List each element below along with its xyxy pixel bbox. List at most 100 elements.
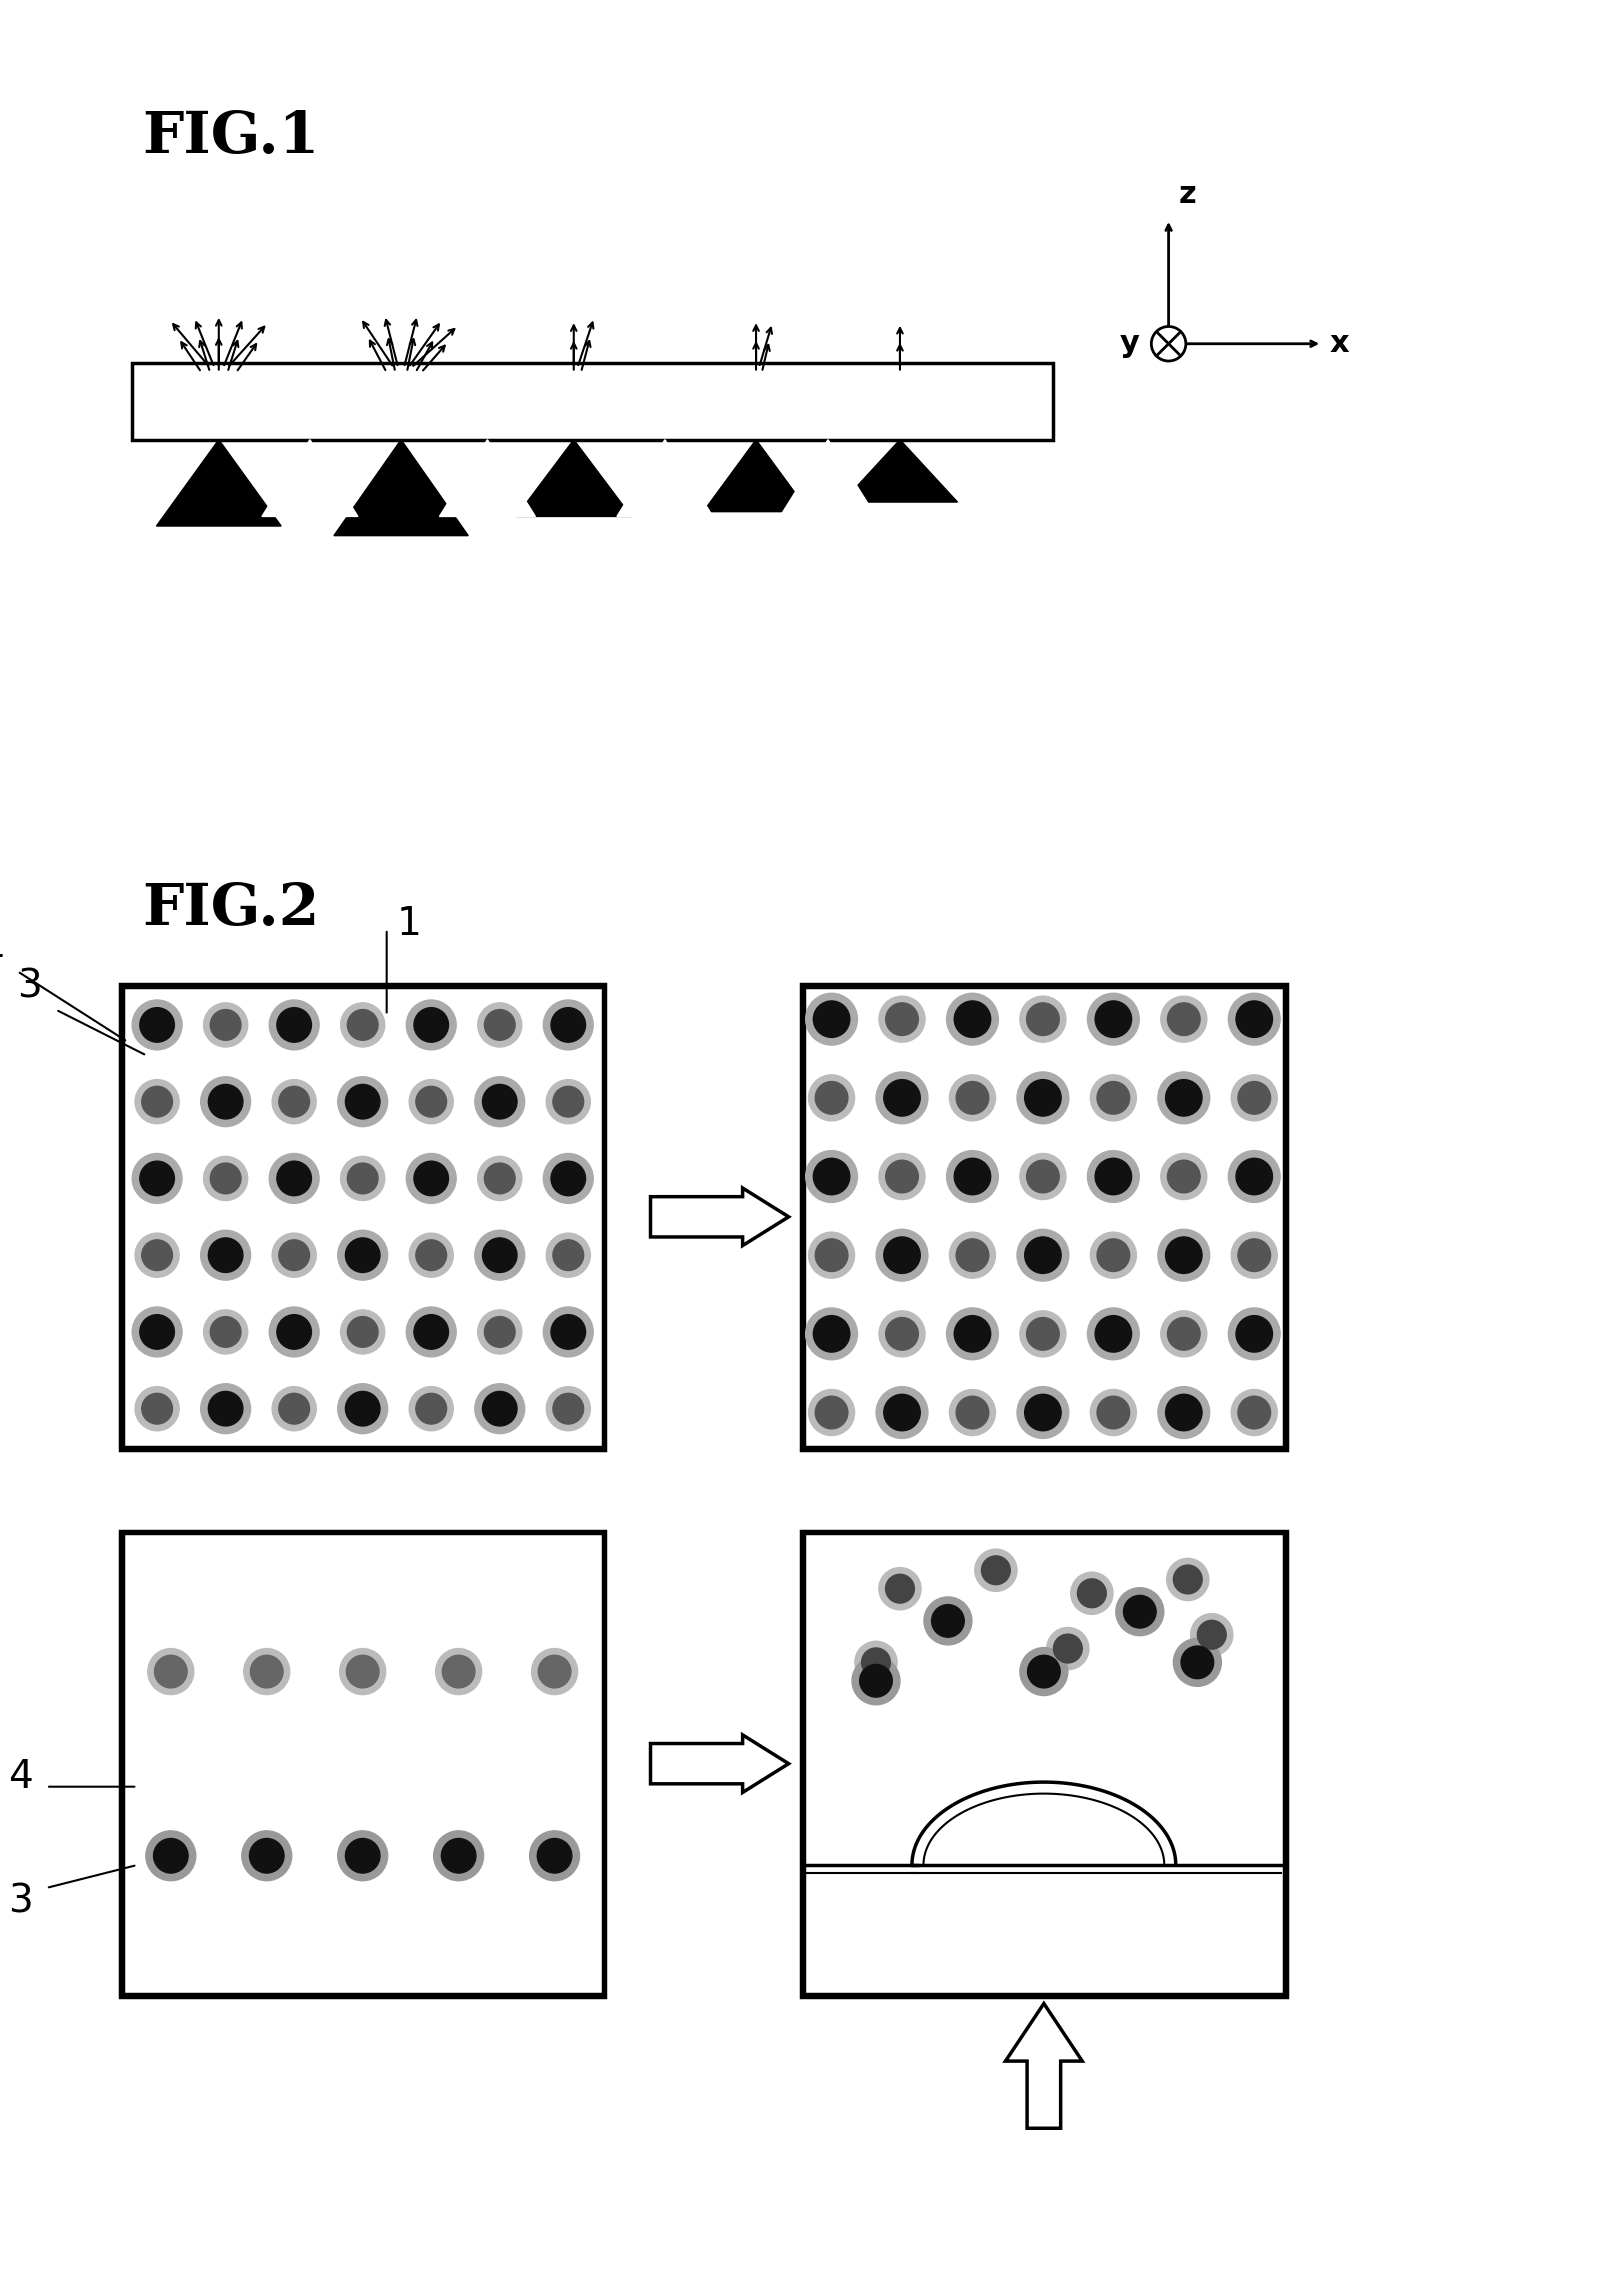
Circle shape: [346, 1084, 379, 1119]
Circle shape: [482, 1237, 517, 1272]
Circle shape: [1160, 995, 1207, 1043]
Circle shape: [537, 1838, 572, 1872]
Circle shape: [1231, 1390, 1276, 1436]
Circle shape: [1086, 1151, 1138, 1203]
Circle shape: [813, 1000, 848, 1036]
Circle shape: [1237, 1397, 1270, 1429]
Circle shape: [855, 1641, 897, 1683]
Circle shape: [135, 1386, 178, 1431]
Circle shape: [543, 1306, 593, 1356]
Circle shape: [204, 1310, 247, 1354]
Circle shape: [1096, 1082, 1130, 1114]
Circle shape: [1228, 993, 1279, 1046]
Circle shape: [204, 1157, 247, 1201]
Circle shape: [201, 1231, 251, 1281]
Circle shape: [860, 1664, 892, 1696]
Polygon shape: [702, 441, 808, 511]
Circle shape: [538, 1655, 570, 1687]
Circle shape: [132, 1306, 182, 1356]
Circle shape: [1096, 1397, 1130, 1429]
Circle shape: [813, 1315, 848, 1352]
Circle shape: [1228, 1151, 1279, 1203]
Circle shape: [956, 1240, 988, 1272]
Circle shape: [1231, 1075, 1276, 1121]
Circle shape: [140, 1315, 174, 1349]
Circle shape: [1173, 1566, 1202, 1594]
Polygon shape: [651, 1735, 787, 1792]
Circle shape: [948, 1075, 995, 1121]
Circle shape: [477, 1157, 522, 1201]
Circle shape: [141, 1087, 172, 1116]
Circle shape: [337, 1231, 387, 1281]
Circle shape: [884, 1237, 919, 1274]
Circle shape: [546, 1386, 590, 1431]
Circle shape: [442, 1655, 474, 1687]
Circle shape: [135, 1080, 178, 1123]
Circle shape: [204, 1002, 247, 1048]
Circle shape: [815, 1240, 847, 1272]
Circle shape: [408, 1080, 453, 1123]
Circle shape: [1237, 1240, 1270, 1272]
Circle shape: [347, 1009, 378, 1041]
Circle shape: [805, 993, 857, 1046]
Circle shape: [543, 1000, 593, 1050]
Circle shape: [947, 993, 998, 1046]
Circle shape: [209, 1237, 243, 1272]
Circle shape: [1086, 1308, 1138, 1361]
Circle shape: [1167, 1317, 1199, 1349]
Circle shape: [407, 1306, 456, 1356]
Circle shape: [484, 1009, 514, 1041]
Polygon shape: [779, 441, 876, 516]
Circle shape: [148, 1648, 194, 1694]
Circle shape: [551, 1162, 585, 1196]
Circle shape: [948, 1390, 995, 1436]
Circle shape: [953, 1315, 990, 1352]
Circle shape: [347, 1162, 378, 1194]
Circle shape: [808, 1233, 853, 1278]
Circle shape: [1090, 1075, 1136, 1121]
Circle shape: [879, 1153, 924, 1199]
Text: 4: 4: [0, 934, 3, 973]
Circle shape: [413, 1315, 448, 1349]
Circle shape: [815, 1397, 847, 1429]
Bar: [804, 986, 1282, 1447]
Bar: [804, 1534, 1282, 1993]
Circle shape: [553, 1393, 583, 1425]
Circle shape: [1094, 1315, 1131, 1352]
Text: z: z: [1178, 180, 1196, 210]
Circle shape: [209, 1390, 243, 1427]
Circle shape: [930, 1605, 964, 1637]
Circle shape: [337, 1831, 387, 1881]
Circle shape: [879, 1310, 924, 1356]
Polygon shape: [262, 441, 358, 516]
Circle shape: [1173, 1639, 1221, 1687]
Circle shape: [1024, 1395, 1061, 1431]
Circle shape: [278, 1087, 309, 1116]
Circle shape: [934, 1607, 961, 1635]
Circle shape: [1157, 1073, 1208, 1123]
Circle shape: [805, 1308, 857, 1361]
Circle shape: [1019, 1310, 1065, 1356]
Circle shape: [341, 1310, 384, 1354]
Bar: [800, 984, 1286, 1450]
Circle shape: [1165, 1237, 1202, 1274]
Circle shape: [484, 1317, 514, 1347]
Circle shape: [1053, 1635, 1082, 1662]
Circle shape: [201, 1383, 251, 1434]
Circle shape: [1167, 1559, 1208, 1600]
Circle shape: [1024, 1080, 1061, 1116]
Bar: [800, 1530, 1286, 1998]
Circle shape: [815, 1082, 847, 1114]
Circle shape: [1025, 1002, 1059, 1036]
Circle shape: [879, 995, 924, 1043]
Circle shape: [1016, 1228, 1069, 1281]
Circle shape: [346, 1655, 379, 1687]
Text: FIG.1: FIG.1: [141, 110, 320, 164]
Circle shape: [1077, 1580, 1106, 1607]
Circle shape: [241, 1831, 291, 1881]
Circle shape: [268, 1000, 318, 1050]
Circle shape: [146, 1831, 196, 1881]
Circle shape: [808, 1075, 853, 1121]
Bar: [122, 1534, 603, 1993]
Circle shape: [474, 1383, 524, 1434]
